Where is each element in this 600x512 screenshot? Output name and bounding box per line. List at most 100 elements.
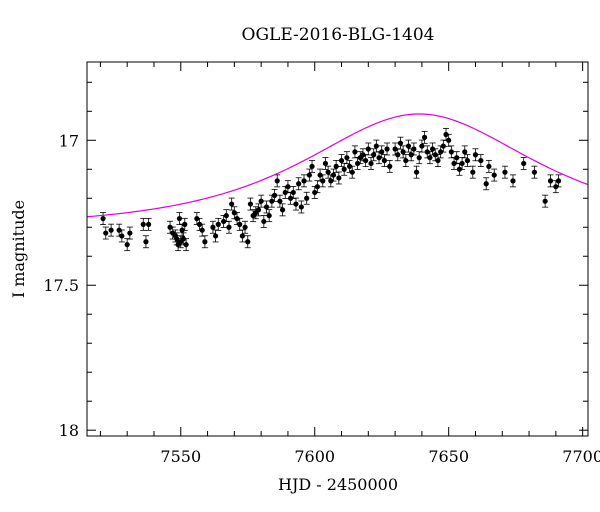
data-point [400,145,407,159]
data-point [341,162,348,176]
data-point [242,220,249,234]
data-point [509,174,516,188]
data-point [247,197,254,211]
data-point [319,174,326,188]
data-point [469,165,476,179]
data-point [386,159,393,173]
data-point [547,174,554,188]
data-point [124,238,131,252]
data-point [183,238,190,252]
y-tick-label: 17 [59,131,79,150]
data-point [309,159,316,173]
data-points [100,128,562,252]
data-point [338,154,345,167]
data-point [378,145,385,159]
data-point [335,171,342,185]
data-point [126,226,133,240]
y-axis-label: I magnitude [9,200,28,298]
data-point [303,191,310,205]
y-tick-label: 17.5 [43,276,79,295]
y-tick-label: 18 [59,421,79,440]
data-point [279,203,286,217]
data-point [367,157,374,170]
data-point [142,235,149,249]
data-point [306,168,313,182]
data-point [362,154,369,167]
data-point [295,177,302,191]
data-point [258,194,265,208]
data-point [491,168,498,182]
axis-ticks [87,62,588,436]
data-point [394,148,401,162]
data-point [292,197,299,211]
data-point [266,209,273,223]
data-point [381,154,388,167]
data-point [199,223,206,237]
data-point [421,130,428,144]
data-point [298,200,305,214]
data-point [472,148,479,162]
x-axis-label: HJD - 2450000 [278,475,398,494]
data-point [145,217,152,231]
data-point [140,217,147,231]
data-point [349,165,356,179]
data-point [118,229,125,243]
plot-frame [86,61,589,437]
data-point [212,229,219,243]
data-point [397,136,404,150]
data-point [284,180,291,194]
data-point [301,174,308,188]
x-tick-label: 7700 [562,447,600,466]
data-point [260,215,267,228]
data-point [108,223,115,237]
data-point [370,148,377,162]
data-point [426,151,433,165]
data-point [501,165,508,179]
fit-curve [86,113,589,218]
data-point [440,139,447,153]
data-point [542,194,549,208]
data-point [100,212,107,225]
data-point [483,177,490,191]
data-point [416,151,423,165]
data-point [209,220,216,234]
data-point [365,142,372,156]
data-point [223,209,230,223]
data-point [325,165,332,179]
data-point [384,142,391,156]
data-point [405,139,412,153]
data-point [176,212,183,225]
data-point [343,151,350,165]
data-point [333,159,340,173]
data-point [225,220,232,234]
data-point [274,174,281,188]
data-point [351,145,358,159]
tick-labels: 7550 7600 7650 7700 17 17.5 18 [43,131,600,466]
data-point [102,226,109,240]
data-point [485,159,492,173]
data-point [276,194,283,208]
chart-title: OGLE-2016-BLG-1404 [242,25,435,45]
data-point [330,168,337,182]
x-tick-label: 7600 [294,447,335,466]
data-point [448,145,455,159]
data-point [236,217,243,231]
data-point [461,145,468,159]
data-point [239,229,246,243]
data-point [555,174,562,188]
data-point [215,217,222,231]
data-point [255,203,262,217]
data-point [402,154,409,167]
data-point [410,142,417,156]
data-point [181,217,188,231]
data-point [413,165,420,179]
data-point [464,154,471,167]
data-point [201,235,208,249]
data-point [434,154,441,167]
data-point [459,157,466,170]
data-point [290,186,297,199]
data-point [263,200,270,214]
x-tick-label: 7550 [160,447,201,466]
data-point [445,133,452,147]
